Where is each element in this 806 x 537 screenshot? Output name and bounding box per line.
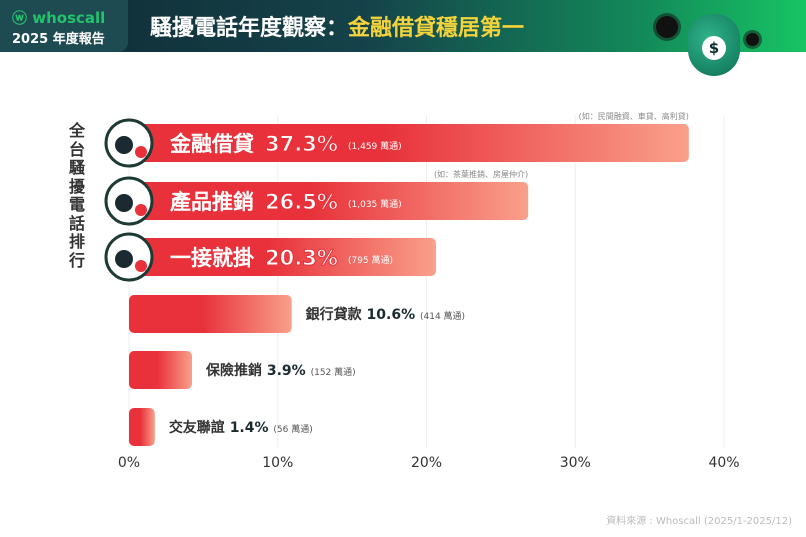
report-label: 2025 年度報告 xyxy=(12,32,105,47)
dollar-coin-icon: $ xyxy=(702,36,726,60)
value-label: 20.3% xyxy=(265,246,338,270)
source-note: 資料來源 : Whoscall (2025/1-2025/12) xyxy=(606,516,792,527)
virus-icon-small xyxy=(746,33,759,46)
x-tick-label: 20% xyxy=(411,455,442,471)
category-label: 保險推銷 xyxy=(205,362,267,379)
x-tick-label: 10% xyxy=(262,455,293,471)
page-title: 騷擾電話年度觀察：金融借貸穩居第一 xyxy=(150,10,524,42)
category-label: 銀行貸款 xyxy=(306,306,367,323)
value-label: 37.3% xyxy=(265,132,338,156)
bar-label-6: 交友聯誼 1.4% (56 萬通) xyxy=(169,419,313,436)
virus-icon xyxy=(656,16,678,38)
category-label: 一接就掛 xyxy=(170,246,254,270)
badge-icon xyxy=(135,260,147,272)
count-label: (1,035 萬通) xyxy=(348,198,402,210)
briefcase-icon-glyph xyxy=(115,194,133,212)
count-label: (414 萬通) xyxy=(420,310,465,322)
value-label: 10.6% xyxy=(367,307,420,323)
value-label: 1.4% xyxy=(230,420,274,436)
bar-2 xyxy=(130,182,529,220)
brand-block: ⓦ whoscall 2025 年度報告 xyxy=(0,0,128,52)
bar-6 xyxy=(129,408,155,446)
x-tick-label: 0% xyxy=(118,455,140,471)
count-label: (56 萬通) xyxy=(273,423,312,435)
phone-alert-icon-glyph xyxy=(115,250,133,268)
bar-1 xyxy=(130,124,689,162)
y-axis-label: 全台騷擾電話排行 xyxy=(68,121,85,270)
x-tick-label: 30% xyxy=(560,455,591,471)
badge-icon xyxy=(135,204,147,216)
count-label: (795 萬通) xyxy=(348,254,393,266)
bar-label-4: 銀行貸款 10.6% (414 萬通) xyxy=(306,306,465,323)
bar-3 xyxy=(130,238,436,276)
value-label: 3.9% xyxy=(267,363,311,379)
count-label: (152 萬通) xyxy=(311,366,356,378)
bar-5 xyxy=(129,351,193,389)
category-label: 產品推銷 xyxy=(170,190,254,214)
category-label: 金融借貸 xyxy=(169,132,254,156)
badge-icon xyxy=(135,146,147,158)
x-tick-label: 40% xyxy=(708,455,739,471)
example-note: (如：茶葉推銷、房屋仲介) xyxy=(434,169,528,179)
bar-4 xyxy=(129,295,292,333)
example-note: (如：民間融資、車貸、高利貸) xyxy=(579,111,689,121)
count-label: (1,459 萬通) xyxy=(348,140,402,152)
money-bag-icon: $ xyxy=(688,14,740,76)
whoscall-logo: ⓦ whoscall xyxy=(12,9,106,27)
title-highlight: 金融借貸穩居第一 xyxy=(348,16,525,41)
title-main: 騷擾電話年度觀察： xyxy=(150,16,349,41)
bar-label-5: 保險推銷 3.9% (152 萬通) xyxy=(205,362,356,379)
scammer-icon-glyph xyxy=(115,136,133,154)
category-label: 交友聯誼 xyxy=(169,419,230,436)
value-label: 26.5% xyxy=(265,190,338,214)
brand-name: whoscall xyxy=(32,9,106,27)
